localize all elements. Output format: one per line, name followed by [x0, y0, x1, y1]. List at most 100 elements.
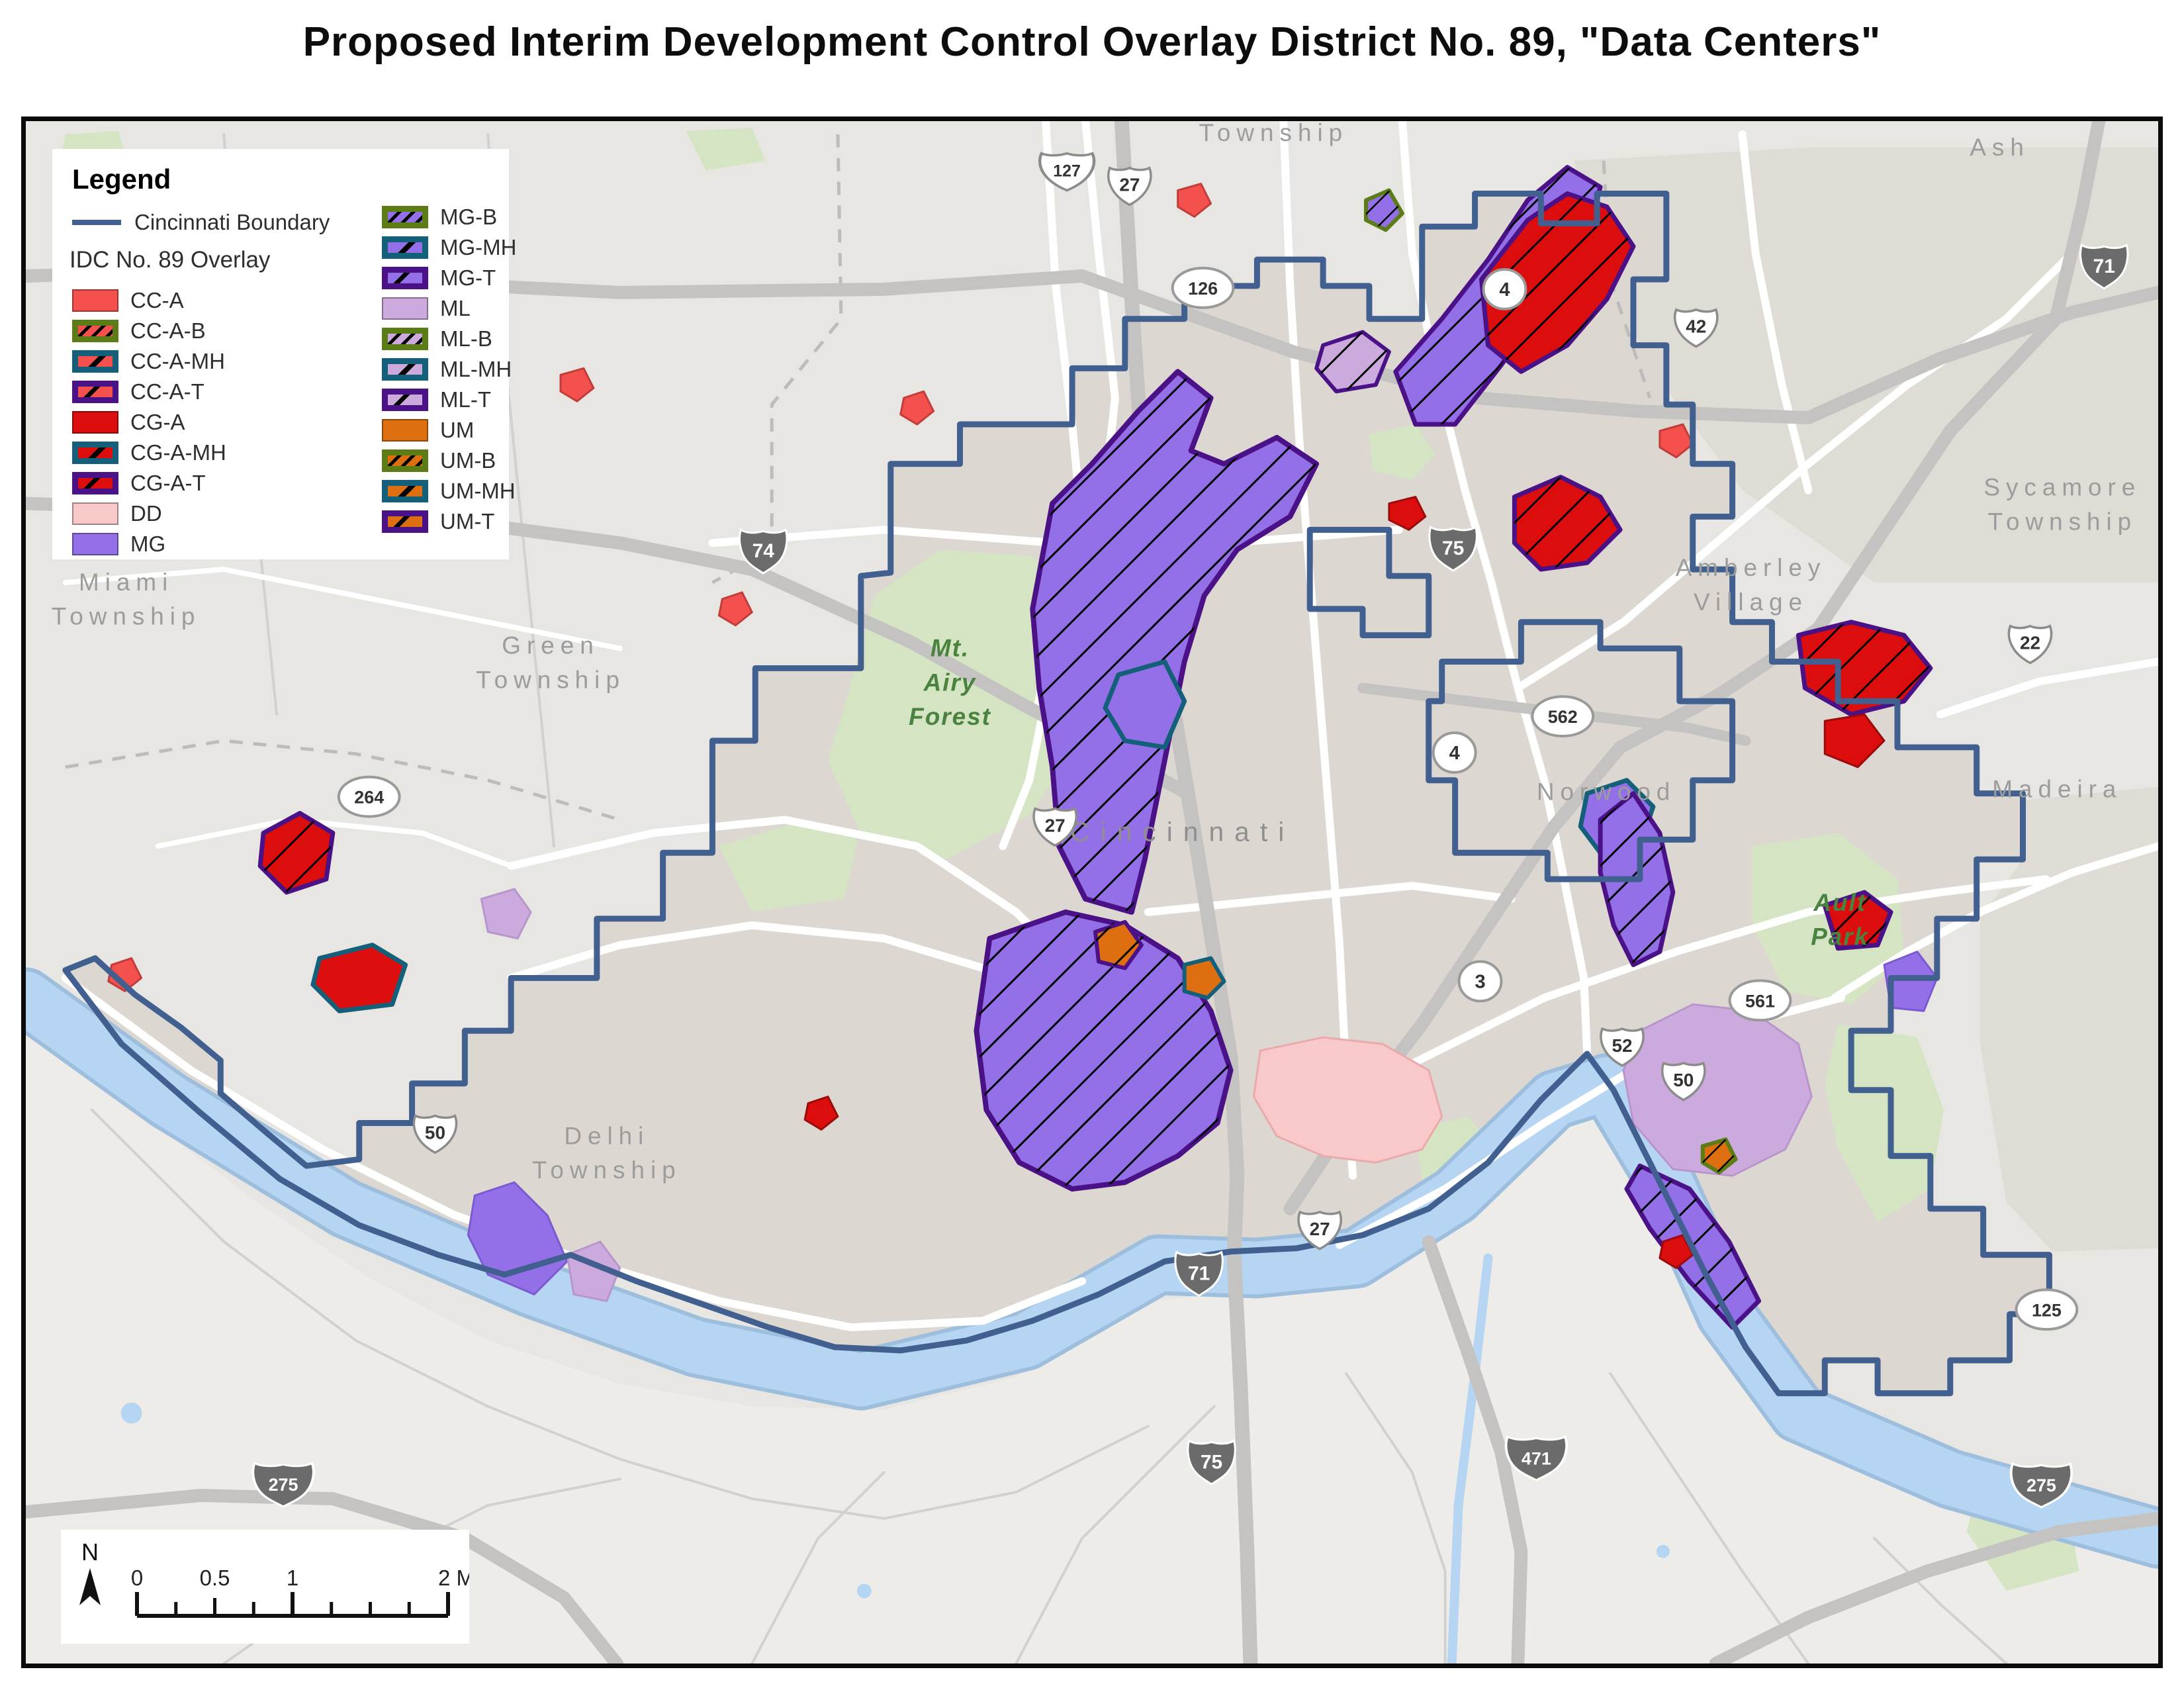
map-canvas: Township Ash Sycamore Township Amberley Villa… [21, 117, 2163, 1668]
legend-item-UM-MH: UM-MH [382, 479, 516, 503]
us-route-shield-icon [1661, 1061, 1706, 1102]
route-shield-us-52: 52 [1600, 1027, 1645, 1067]
legend-label-ML-B: ML-B [440, 326, 492, 351]
shield-number: 50 [1673, 1070, 1694, 1090]
overlay-region-hatch [1032, 371, 1317, 912]
shield-number: 42 [1686, 316, 1706, 337]
legend-swatch-UM [382, 419, 428, 442]
legend-boundary-row: Cincinnati Boundary [72, 210, 330, 235]
shield-number: 27 [1045, 815, 1066, 835]
route-shield-i-71: 71 [1174, 1250, 1224, 1297]
overlay-region [1659, 423, 1694, 459]
township-area [1574, 147, 2158, 583]
legend-item-ML-T: ML-T [382, 387, 516, 412]
overlay-region [1182, 956, 1226, 1000]
state-route-shield-icon [1728, 979, 1792, 1022]
scale-bar: N 0 0.5 1 2 Miles [61, 1530, 508, 1644]
shield-number: 264 [354, 788, 384, 808]
shield-number: 75 [1201, 1451, 1222, 1473]
legend-item-MG-B: MG-B [382, 205, 516, 229]
legend-label-ML-T: ML-T [440, 387, 491, 412]
interstate-shield-icon [2079, 243, 2129, 290]
interstate-shield-icon [739, 528, 788, 575]
route-shield-i-75: 75 [1428, 526, 1478, 572]
legend-label-MG: MG [130, 532, 166, 556]
road [1831, 842, 2158, 1002]
shield-number: 27 [1119, 175, 1140, 195]
scale-bar-ticks: 0 0.5 1 2 Miles [131, 1566, 508, 1618]
cincinnati-boundary-layer [62, 191, 2052, 1397]
interstate-shield-icon [2009, 1462, 2073, 1509]
route-shield-i-75: 75 [1187, 1439, 1236, 1486]
pond [1656, 1544, 1670, 1558]
map-label-delhi: Delhi Township [532, 1122, 682, 1184]
legend-swatch-CC-A [72, 289, 118, 312]
scale-label-2: 1 [287, 1566, 298, 1590]
highway [1345, 1372, 1447, 1664]
map-label-miami: Miami Township [52, 569, 201, 630]
overlay-region-hatch [1825, 892, 1891, 949]
legend-swatch-CG-A [72, 411, 118, 434]
highway [1873, 1536, 2008, 1664]
legend-label-ML-MH: ML-MH [440, 357, 512, 381]
legend-swatch-CC-A-B [72, 320, 118, 342]
enclave-boundary [1306, 526, 1432, 639]
legend-swatch-ML-T [382, 389, 428, 411]
legend-item-CC-A: CC-A [72, 288, 226, 312]
legend-swatch-MG-B [382, 206, 428, 228]
legend-item-CC-A-T: CC-A-T [72, 379, 226, 404]
overlay-region [107, 957, 143, 992]
map-label-amberley: Amberley Village [1676, 554, 1827, 616]
overlay-region [310, 943, 408, 1013]
road [62, 567, 623, 651]
us-route-shield-icon [1107, 166, 1152, 207]
legend-item-DD: DD [72, 501, 226, 526]
legend-item-UM-T: UM-T [382, 509, 516, 534]
legend-label-UM-MH: UM-MH [440, 479, 516, 503]
route-shield-us-50: 50 [1661, 1061, 1706, 1102]
legend-item-MG-MH: MG-MH [382, 235, 516, 259]
map-title: Proposed Interim Development Control Ove… [302, 19, 1882, 65]
legend-item-CC-A-MH: CC-A-MH [72, 349, 226, 373]
legend-swatch-MG-T [382, 267, 428, 289]
boundary-label: Cincinnati Boundary [134, 210, 330, 234]
legend-item-CG-A-MH: CG-A-MH [72, 440, 226, 465]
overlay-region [467, 1181, 569, 1295]
route-shield-c-125: 125 [2015, 1288, 2079, 1331]
legend-label-CG-A: CG-A [130, 410, 185, 434]
legend-item-CG-A-T: CG-A-T [72, 471, 226, 495]
highway [1609, 1372, 1810, 1664]
route-shield-us-22: 22 [2007, 624, 2053, 665]
highway [1709, 1511, 2158, 1664]
scale-label-0: 0 [131, 1566, 143, 1590]
us-route-shield-icon [1297, 1210, 1342, 1250]
interstate-shield-icon [1504, 1435, 1568, 1482]
shield-number: 4 [1449, 743, 1460, 764]
route-shield-c-4: 4 [1482, 268, 1527, 310]
legend-swatch-CG-A-MH [72, 442, 118, 464]
legend-swatch-ML-MH [382, 358, 428, 381]
route-shield-layer: 127 27 4 42 71 126 22 74 264 75 562 4 3 561 52 50 50 27 27… [251, 152, 2129, 1509]
shield-number: 22 [2020, 633, 2040, 653]
overlay-region-hatch [1316, 332, 1389, 392]
state-route-shield-icon [2015, 1288, 2079, 1331]
legend-label-UM-B: UM-B [440, 448, 496, 473]
overlay-region [717, 591, 753, 627]
overlay-region-hatch [1514, 477, 1621, 570]
legend-swatch-UM-MH [382, 480, 428, 502]
shield-number: 27 [1310, 1219, 1330, 1239]
route-shield-c-561: 561 [1728, 979, 1792, 1022]
legend-label-UM-T: UM-T [440, 509, 495, 534]
interstate-shield-icon [1428, 526, 1478, 572]
legend-swatch-ML [382, 297, 428, 320]
legend-label-ML: ML [440, 296, 471, 320]
overlay-region [1659, 1234, 1694, 1270]
highway [1422, 1235, 1528, 1664]
overlay-region [1388, 496, 1427, 531]
shield-number: 125 [2032, 1300, 2062, 1320]
route-shield-us-27: 27 [1297, 1210, 1342, 1250]
north-arrow-icon [79, 1568, 101, 1605]
overlay-region [1177, 183, 1212, 218]
highway [90, 1108, 1150, 1520]
overlay-region [1823, 713, 1886, 769]
